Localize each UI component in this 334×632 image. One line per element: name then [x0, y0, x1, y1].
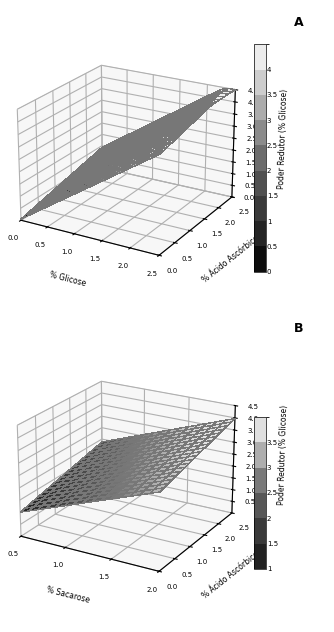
- Y-axis label: % Ácido Ascórbico: % Ácido Ascórbico: [201, 550, 261, 600]
- Y-axis label: % Ácido Ascórbico: % Ácido Ascórbico: [201, 234, 261, 284]
- X-axis label: % Sacarose: % Sacarose: [45, 585, 90, 605]
- Text: A: A: [294, 16, 304, 29]
- Text: B: B: [294, 322, 303, 336]
- X-axis label: % Glicose: % Glicose: [48, 270, 87, 288]
